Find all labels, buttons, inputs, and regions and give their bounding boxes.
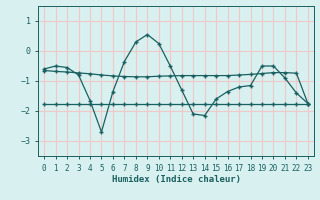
X-axis label: Humidex (Indice chaleur): Humidex (Indice chaleur)	[111, 175, 241, 184]
